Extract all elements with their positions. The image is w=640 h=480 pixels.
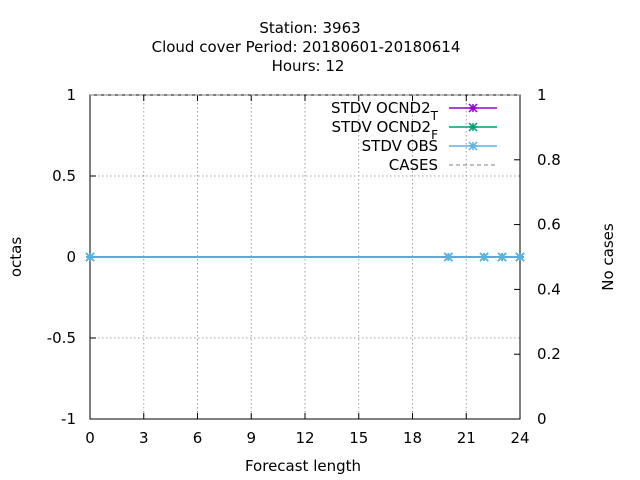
y-axis-label: octas	[7, 237, 25, 277]
series-2-point-2	[479, 252, 489, 262]
y2-tick-label-4: 0.8	[537, 151, 561, 169]
series-2-point-1	[443, 252, 453, 262]
x-tick-label-8: 24	[510, 429, 529, 447]
chart-title: Station: 3963 Cloud cover Period: 201806…	[152, 19, 461, 75]
y2-axis-label: No cases	[599, 223, 617, 291]
series-2-point-0-d2	[85, 252, 95, 262]
series-2-point-2-d2	[479, 252, 489, 262]
y-tick-label-3: 0.5	[52, 167, 76, 185]
title-line-1: Station: 3963	[259, 19, 360, 37]
series-2-point-0	[85, 252, 95, 262]
series-2-point-4-d2	[515, 252, 525, 262]
y-tick-label-4: 1	[66, 86, 76, 104]
y-tick-label-2: 0	[66, 248, 76, 266]
y2-tick-label-5: 1	[537, 86, 547, 104]
y-tick-label-1: -0.5	[47, 329, 76, 347]
series-2-point-1-d2	[443, 252, 453, 262]
title-line-2: Cloud cover Period: 20180601-20180614	[152, 38, 461, 56]
x-tick-label-0: 0	[85, 429, 95, 447]
x-tick-label-7: 21	[457, 429, 476, 447]
legend-marker-1	[468, 122, 478, 132]
x-tick-label-5: 15	[349, 429, 368, 447]
x-tick-label-3: 9	[246, 429, 256, 447]
legend-label-3: CASES	[389, 156, 438, 174]
legend-subscript-0: T	[430, 109, 439, 123]
series-layer	[85, 94, 525, 262]
y-tick-label-0: -1	[61, 410, 76, 428]
x-axis-label: Forecast length	[245, 457, 361, 475]
legend-subscript-1: F	[431, 128, 438, 142]
series-2-point-3-d2	[497, 252, 507, 262]
legend-marker-1-d2	[468, 122, 478, 132]
axes: 0 3 6 9 12 15 18 21 24 -1 -0.5 0 0.5 1 0 0.2 0.4 0.6 0.8 1	[47, 86, 561, 447]
y2-tick-label-2: 0.4	[537, 280, 561, 298]
legend-marker-0-d2	[468, 103, 478, 113]
legend-label-2: STDV OBS	[362, 137, 438, 155]
series-2-point-3	[497, 252, 507, 262]
title-line-3: Hours: 12	[272, 57, 345, 75]
y2-tick-label-0: 0	[537, 410, 547, 428]
legend-marker-2-d2	[468, 141, 478, 151]
x-tick-label-2: 6	[193, 429, 203, 447]
x-tick-label-1: 3	[139, 429, 149, 447]
series-2-point-4	[515, 252, 525, 262]
y2-tick-label-3: 0.6	[537, 216, 561, 234]
x-tick-label-4: 12	[295, 429, 314, 447]
x-tick-label-6: 18	[403, 429, 422, 447]
legend-marker-0	[468, 103, 478, 113]
y2-tick-label-1: 0.2	[537, 345, 561, 363]
legend-marker-2	[468, 141, 478, 151]
